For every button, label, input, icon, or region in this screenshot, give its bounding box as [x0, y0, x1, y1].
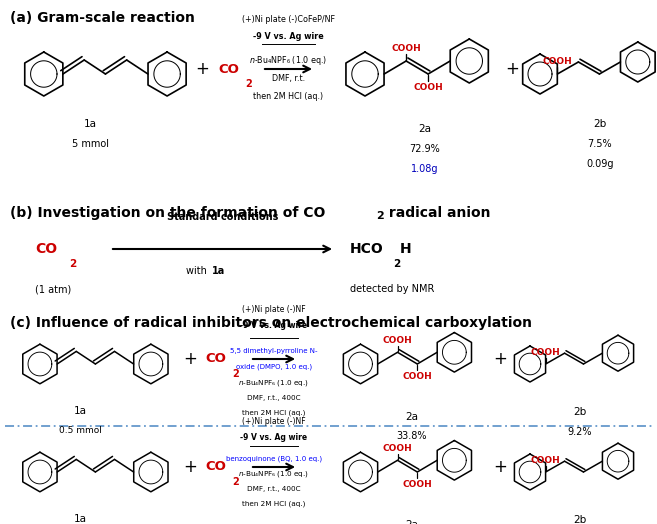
- Text: (+)Ni plate (-)NF: (+)Ni plate (-)NF: [242, 304, 306, 313]
- Text: (b) Investigation on the formation of CO: (b) Investigation on the formation of CO: [10, 206, 325, 220]
- Text: 1a: 1a: [212, 266, 225, 276]
- Text: +: +: [183, 458, 197, 476]
- Text: COOH: COOH: [382, 336, 413, 345]
- Text: CO: CO: [218, 62, 239, 75]
- Text: COOH: COOH: [531, 348, 560, 357]
- Text: H: H: [400, 242, 412, 256]
- Text: 1.08g: 1.08g: [411, 164, 439, 174]
- Text: 2b: 2b: [593, 119, 606, 129]
- Text: detected by NMR: detected by NMR: [350, 284, 434, 294]
- Text: +: +: [183, 350, 197, 368]
- Text: benzoquinone (BQ, 1.0 eq.): benzoquinone (BQ, 1.0 eq.): [226, 456, 322, 462]
- Text: DMF, r.t., 400C: DMF, r.t., 400C: [247, 395, 301, 401]
- Text: CO: CO: [205, 461, 226, 474]
- Text: 72.9%: 72.9%: [409, 144, 440, 154]
- Text: COOH: COOH: [392, 44, 421, 53]
- Text: +: +: [195, 60, 209, 78]
- Text: 2: 2: [393, 259, 400, 269]
- Text: 2b: 2b: [574, 515, 587, 524]
- Text: 1a: 1a: [74, 406, 87, 416]
- Text: then 2M HCl (aq.): then 2M HCl (aq.): [242, 501, 306, 507]
- Text: COOH: COOH: [531, 456, 560, 465]
- Text: COOH: COOH: [403, 372, 432, 381]
- Text: with: with: [186, 266, 210, 276]
- Text: -9 V vs. Ag wire: -9 V vs. Ag wire: [240, 433, 307, 442]
- Text: COOH: COOH: [413, 83, 443, 92]
- Text: 5,5 dimethyl-pyrroline N-: 5,5 dimethyl-pyrroline N-: [230, 348, 318, 354]
- Text: 2: 2: [245, 79, 252, 89]
- Text: radical anion: radical anion: [384, 206, 491, 220]
- Text: 2: 2: [69, 259, 76, 269]
- Text: 0.09g: 0.09g: [586, 159, 614, 169]
- Text: then 2M HCl (aq.): then 2M HCl (aq.): [242, 410, 306, 416]
- Text: (a) Gram-scale reaction: (a) Gram-scale reaction: [10, 11, 195, 25]
- Text: (1 atm): (1 atm): [35, 284, 71, 294]
- Text: COOH: COOH: [382, 444, 413, 453]
- Text: 1a: 1a: [83, 119, 97, 129]
- Text: -9 V vs. Ag wire: -9 V vs. Ag wire: [240, 322, 307, 331]
- Text: +: +: [505, 60, 519, 78]
- Text: then 2M HCl (aq.): then 2M HCl (aq.): [254, 92, 323, 101]
- Text: DMF, r.t., 400C: DMF, r.t., 400C: [247, 486, 301, 492]
- Text: DMF, r.t.: DMF, r.t.: [272, 73, 305, 82]
- Text: HCO: HCO: [350, 242, 384, 256]
- Text: COOH: COOH: [403, 480, 432, 489]
- Text: 2: 2: [376, 211, 384, 221]
- Text: 9.2%: 9.2%: [568, 427, 592, 437]
- Text: CO: CO: [35, 242, 57, 256]
- Text: (c) Influence of radical inhibitors on electrochemical carboxylation: (c) Influence of radical inhibitors on e…: [10, 316, 532, 330]
- Text: 7.5%: 7.5%: [588, 139, 612, 149]
- Text: oxide (DMPO, 1.0 eq.): oxide (DMPO, 1.0 eq.): [236, 364, 312, 370]
- Text: $n$-Bu₄NPF₆ (1.0 eq.): $n$-Bu₄NPF₆ (1.0 eq.): [250, 53, 328, 67]
- Text: 5 mmol: 5 mmol: [72, 139, 108, 149]
- Text: 2a: 2a: [405, 412, 419, 422]
- Text: (+)Ni plate (-)NF: (+)Ni plate (-)NF: [242, 418, 306, 427]
- Text: +: +: [493, 350, 507, 368]
- Text: 2: 2: [232, 369, 238, 379]
- Text: COOH: COOH: [543, 57, 572, 66]
- Text: 2a: 2a: [419, 124, 432, 134]
- Text: 1a: 1a: [74, 514, 87, 524]
- Text: 0.5 mmol: 0.5 mmol: [58, 426, 101, 435]
- Text: (+)Ni plate (-)CoFeP/NF: (+)Ni plate (-)CoFeP/NF: [242, 15, 335, 24]
- Text: $n$-Bu₄NPF₆ (1.0 eq.): $n$-Bu₄NPF₆ (1.0 eq.): [238, 469, 309, 479]
- Text: 33.8%: 33.8%: [397, 431, 427, 441]
- Text: -9 V vs. Ag wire: -9 V vs. Ag wire: [253, 31, 324, 40]
- Text: 2b: 2b: [574, 407, 587, 417]
- Text: 2a: 2a: [405, 520, 419, 524]
- Text: Standard conditions: Standard conditions: [167, 212, 278, 222]
- Text: 2: 2: [232, 477, 238, 487]
- Text: $n$-Bu₄NPF₆ (1.0 eq.): $n$-Bu₄NPF₆ (1.0 eq.): [238, 378, 309, 388]
- Text: CO: CO: [205, 353, 226, 366]
- Text: +: +: [493, 458, 507, 476]
